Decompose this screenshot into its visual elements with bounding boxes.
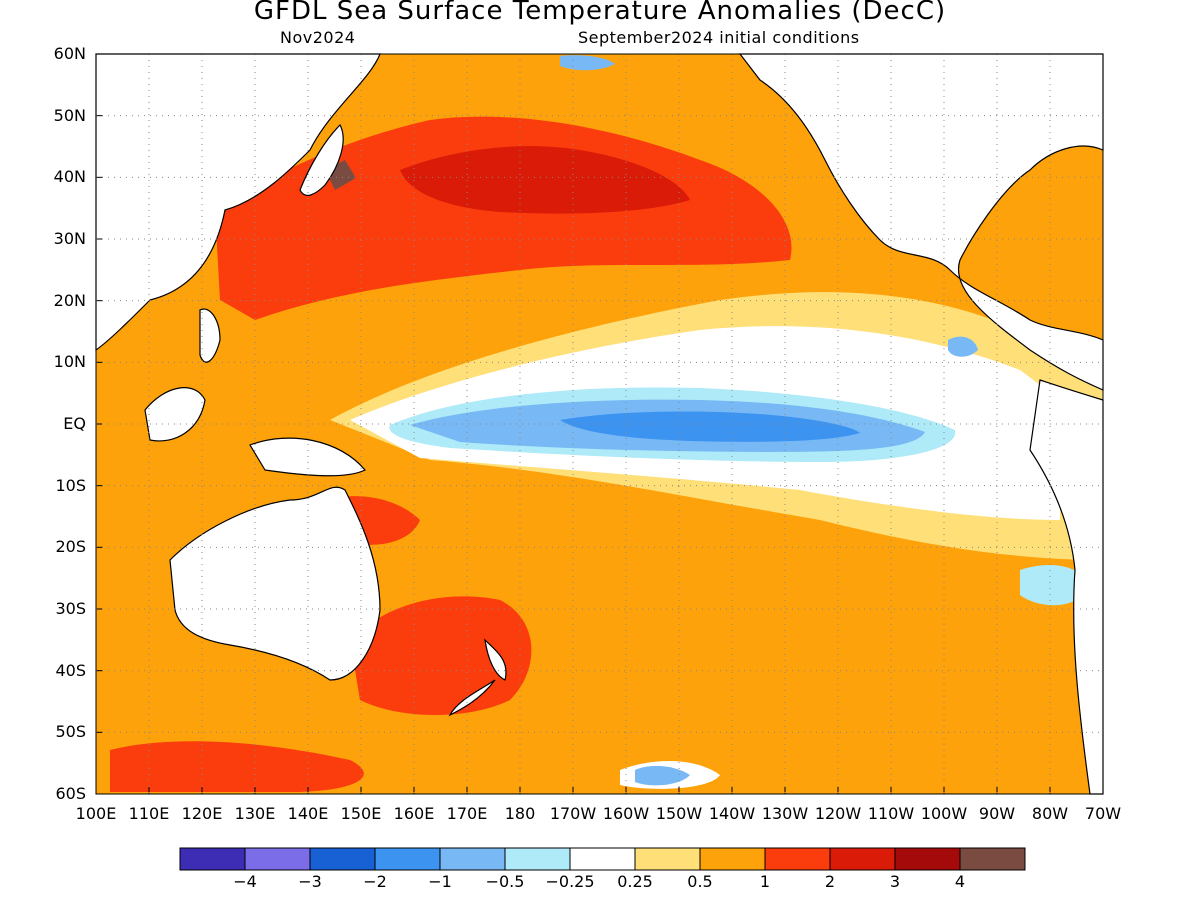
colorbar-tick-label: −0.25: [545, 872, 595, 891]
colorbar-swatch: [504, 847, 571, 871]
lon-tick-label: 170E: [446, 804, 488, 823]
south-america-landmass: [1029, 379, 1104, 795]
lat-tick-label: 20S: [55, 537, 86, 557]
colorbar-swatch: [634, 847, 701, 871]
lon-tick-label: 160W: [602, 804, 650, 823]
bering-cool-patch: [560, 55, 615, 71]
lon-tick-label: 110E: [128, 804, 170, 823]
colorbar-swatch: [959, 847, 1026, 871]
lat-tick-label: 10N: [53, 352, 86, 372]
colorbar-swatch: [374, 847, 441, 871]
colorbar-swatch: [699, 847, 766, 871]
lon-tick-label: 180: [504, 804, 536, 823]
lat-tick-label: EQ: [63, 414, 86, 433]
borneo-island: [144, 387, 206, 442]
lon-tick-label: 90W: [978, 804, 1016, 823]
colorbar-tick-label: 2: [824, 872, 836, 891]
lat-tick-label: 60N: [53, 44, 86, 63]
lon-tick-label: 110W: [867, 804, 915, 823]
lat-tick-label: 40N: [53, 167, 86, 187]
colorbar: [179, 847, 1026, 871]
forecast-month: Nov2024: [280, 28, 356, 47]
colorbar-tick-label: 3: [889, 872, 901, 891]
lat-tick-label: 50S: [55, 722, 86, 742]
lon-tick-label: 150W: [655, 804, 703, 823]
lon-tick-label: 170W: [549, 804, 597, 823]
east-pacific-cool-patch: [1020, 565, 1090, 606]
lon-tick-label: 140W: [708, 804, 756, 823]
colorbar-tick-label: −3: [298, 872, 322, 891]
lat-tick-label: 60S: [55, 784, 86, 803]
lat-tick-label: 30S: [55, 599, 86, 618]
colorbar-swatch: [829, 847, 896, 871]
colorbar-swatch: [309, 847, 376, 871]
map-title: GFDL Sea Surface Temperature Anomalies (…: [253, 0, 947, 26]
lon-tick-label: 70W: [1084, 804, 1122, 823]
cool-tongue-core: [560, 411, 860, 442]
southern-ocean-warm-patch: [110, 741, 364, 792]
lon-tick-label: 100W: [920, 804, 968, 823]
colorbar-swatch: [764, 847, 831, 871]
colorbar-swatch: [439, 847, 506, 871]
colorbar-swatch: [244, 847, 311, 871]
australia-landmass: [169, 486, 381, 681]
colorbar-tick-label: −0.5: [485, 872, 525, 891]
south-pacific-cool-patch: [635, 765, 690, 786]
colorbar-tick-label: −1: [428, 872, 452, 891]
lon-tick-label: 160E: [393, 804, 435, 823]
new-zealand-north-island: [484, 638, 507, 681]
lat-tick-label: 10S: [55, 475, 86, 495]
lon-tick-label: 100E: [75, 804, 117, 823]
map-frame: [95, 53, 1104, 795]
lat-tick-label: 30N: [53, 229, 86, 248]
north-america-landmass: [738, 53, 1104, 391]
philippines-island: [199, 308, 221, 363]
lon-tick-label: 150E: [340, 804, 382, 823]
north-pacific-warm-core: [400, 146, 690, 214]
colorbar-tick-label: −2: [363, 872, 387, 891]
japan-island: [299, 124, 344, 197]
colorbar-tick-label: −4: [233, 872, 257, 891]
colorbar-tick-label: 0.25: [617, 872, 653, 891]
lon-tick-label: 120E: [181, 804, 223, 823]
lon-tick-label: 120W: [814, 804, 862, 823]
lon-tick-label: 130W: [761, 804, 809, 823]
colorbar-tick-label: 4: [954, 872, 966, 891]
initial-conditions: September2024 initial conditions: [578, 28, 860, 47]
lon-tick-label: 80W: [1031, 804, 1069, 823]
lon-tick-label: 140E: [287, 804, 329, 823]
landmasses: [95, 53, 1104, 795]
colorbar-swatch: [569, 847, 636, 871]
lat-tick-label: 40S: [55, 660, 86, 680]
north-pacific-warm-blob: [215, 116, 792, 321]
colorbar-tick-label: 1: [759, 872, 771, 891]
colorbar-tick-label: 0.5: [687, 872, 713, 891]
lat-tick-label: 50N: [53, 105, 86, 125]
colorbar-swatch: [894, 847, 961, 871]
lon-tick-label: 130E: [234, 804, 276, 823]
lat-tick-label: 20N: [53, 290, 86, 310]
asia-landmass: [95, 53, 381, 352]
new-zealand-south-island: [448, 679, 496, 717]
mexico-cool-patch: [948, 336, 978, 357]
colorbar-swatch: [179, 847, 246, 871]
